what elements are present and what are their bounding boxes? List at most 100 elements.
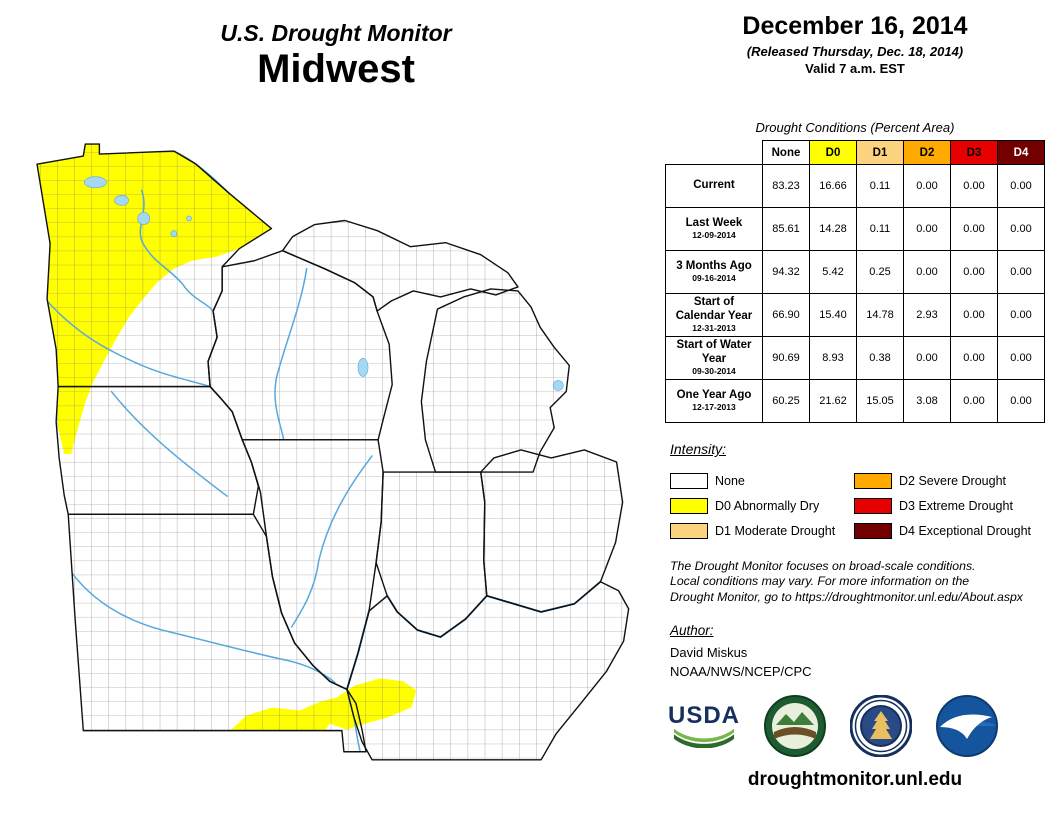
cell: 0.00 xyxy=(950,336,998,380)
cell: 16.66 xyxy=(809,164,857,208)
row-label-start-calendar-year: Start of Calendar Year 12-31-2013 xyxy=(665,293,763,337)
table-row: Last Week 12-09-2014 85.61 14.28 0.11 0.0… xyxy=(665,207,1045,251)
row-label-start-water-year: Start of Water Year 09-30-2014 xyxy=(665,336,763,380)
cell: 2.93 xyxy=(903,293,951,337)
county-grid xyxy=(37,144,629,760)
legend-item-d4: D4 Exceptional Drought xyxy=(854,522,1054,539)
legend-heading: Intensity: xyxy=(670,441,727,457)
info-panel: December 16, 2014 (Released Thursday, De… xyxy=(658,12,1052,791)
intensity-legend: Intensity: None D0 Abnormally Dry D1 Mod… xyxy=(658,441,1052,543)
commerce-logo xyxy=(850,695,913,758)
cell: 0.11 xyxy=(856,207,904,251)
cell: 0.25 xyxy=(856,250,904,294)
cell: 60.25 xyxy=(762,379,810,423)
lake-small-1 xyxy=(170,230,178,237)
valid-time: Valid 7 a.m. EST xyxy=(805,61,905,76)
site-url: droughtmonitor.unl.edu xyxy=(747,769,963,791)
river-minnesota xyxy=(46,300,211,388)
legend-item-d0: D0 Abnormally Dry xyxy=(670,497,854,514)
cell: 0.00 xyxy=(950,250,998,294)
col-header-none: None xyxy=(762,140,810,165)
lake-mille-lacs xyxy=(137,212,151,225)
legend-item-d1: D1 Moderate Drought xyxy=(670,522,854,539)
lake-leech xyxy=(114,195,129,206)
cell: 94.32 xyxy=(762,250,810,294)
col-header-d3: D3 xyxy=(950,140,998,165)
cell: 0.00 xyxy=(950,164,998,208)
cell: 0.00 xyxy=(950,379,998,423)
report-title: U.S. Drought Monitor xyxy=(220,20,452,46)
col-header-d0: D0 xyxy=(809,140,857,165)
cell: 0.00 xyxy=(903,207,951,251)
author-block: Author: David Miskus NOAA/NWS/NCEP/CPC xyxy=(658,623,1052,679)
swatch-d4 xyxy=(854,522,892,539)
cell: 3.08 xyxy=(903,379,951,423)
table-row: Start of Water Year 09-30-2014 90.69 8.93… xyxy=(665,336,1045,380)
cell: 14.78 xyxy=(856,293,904,337)
usda-swoosh-icon xyxy=(674,728,734,749)
cell: 0.00 xyxy=(950,293,998,337)
cell: 83.23 xyxy=(762,164,810,208)
disclaimer: The Drought Monitor focuses on broad-sca… xyxy=(658,559,1052,605)
cell: 0.00 xyxy=(997,250,1045,294)
row-label-last-week: Last Week 12-09-2014 xyxy=(665,207,763,251)
table-caption: Drought Conditions (Percent Area) xyxy=(755,120,955,135)
lake-red xyxy=(84,176,107,189)
author-heading: Author: xyxy=(670,623,714,639)
cell: 85.61 xyxy=(762,207,810,251)
released-date: (Released Thursday, Dec. 18, 2014) xyxy=(746,44,964,59)
col-header-d4: D4 xyxy=(997,140,1045,165)
author-org: NOAA/NWS/NCEP/CPC xyxy=(670,664,812,680)
cell: 0.00 xyxy=(997,207,1045,251)
cell: 14.28 xyxy=(809,207,857,251)
cell: 0.00 xyxy=(950,207,998,251)
ndmc-logo xyxy=(764,695,827,758)
swatch-d1 xyxy=(670,522,708,539)
cell: 21.62 xyxy=(809,379,857,423)
agency-logos: USDA xyxy=(658,695,1052,758)
table-corner-cell xyxy=(666,141,763,165)
disclaimer-url-line: Drought Monitor, go to https://droughtmo… xyxy=(670,589,1023,604)
row-label-one-year-ago: One Year Ago 12-17-2013 xyxy=(665,379,763,423)
cell: 66.90 xyxy=(762,293,810,337)
swatch-d3 xyxy=(854,497,892,514)
legend-item-d2: D2 Severe Drought xyxy=(854,472,1054,489)
river-wisconsin xyxy=(274,268,308,440)
cell: 0.00 xyxy=(997,379,1045,423)
lake-st-clair xyxy=(552,380,564,391)
river-des-moines xyxy=(110,390,228,497)
row-label-current: Current xyxy=(665,164,763,208)
map-date: December 16, 2014 xyxy=(742,12,968,40)
row-label-3-months-ago: 3 Months Ago 09-16-2014 xyxy=(665,250,763,294)
swatch-none xyxy=(670,472,708,489)
swatch-d0 xyxy=(670,497,708,514)
report-region: Midwest xyxy=(257,47,415,91)
col-header-d2: D2 xyxy=(903,140,951,165)
cell: 0.38 xyxy=(856,336,904,380)
commerce-seal-icon xyxy=(850,695,913,758)
report-title-block: U.S. Drought Monitor Midwest xyxy=(28,20,644,89)
lake-small-2 xyxy=(186,215,192,222)
cell: 15.05 xyxy=(856,379,904,423)
table-row: Start of Calendar Year 12-31-2013 66.90 1… xyxy=(665,293,1045,337)
river-missouri xyxy=(69,569,336,684)
lakes xyxy=(84,176,564,391)
cell: 0.00 xyxy=(903,164,951,208)
lake-winnebago xyxy=(357,358,369,377)
legend-item-none: None xyxy=(670,472,854,489)
swatch-d2 xyxy=(854,472,892,489)
author-name: David Miskus xyxy=(670,645,748,661)
noaa-seal-icon xyxy=(936,695,999,758)
col-header-d1: D1 xyxy=(856,140,904,165)
date-block: December 16, 2014 (Released Thursday, De… xyxy=(658,12,1052,76)
table-row: 3 Months Ago 09-16-2014 94.32 5.42 0.25 0… xyxy=(665,250,1045,294)
cell: 0.00 xyxy=(903,336,951,380)
cell: 5.42 xyxy=(809,250,857,294)
cell: 0.00 xyxy=(997,164,1045,208)
cell: 90.69 xyxy=(762,336,810,380)
cell: 0.00 xyxy=(997,336,1045,380)
ndmc-seal-icon xyxy=(764,695,827,758)
cell: 0.00 xyxy=(997,293,1045,337)
table-row: Current 83.23 16.66 0.11 0.00 0.00 0.00 xyxy=(665,164,1045,208)
